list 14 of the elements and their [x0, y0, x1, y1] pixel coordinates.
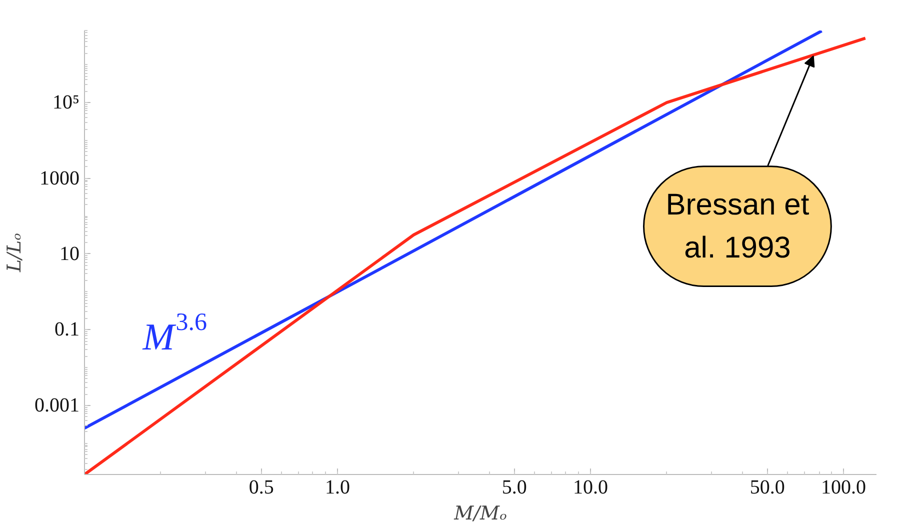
x-tick-label: 100.0 — [821, 476, 866, 498]
x-axis-title: M/Mₒ — [453, 502, 507, 524]
x-tick-label: 5.0 — [502, 476, 527, 498]
annotation: Bressan et al. 1993 — [666, 188, 810, 264]
x-tick-label: 0.5 — [248, 476, 274, 498]
y-tick-label: 0.001 — [34, 394, 80, 416]
x-tick-label: 1.0 — [325, 476, 350, 498]
x-tick-label: 10.0 — [573, 476, 608, 498]
y-axis-title: L/Lₒ — [4, 233, 26, 273]
y-tick-label: 10 — [60, 243, 80, 265]
y-tick-label: 10⁵ — [52, 92, 80, 114]
y-tick-label: 0.1 — [54, 318, 80, 341]
x-tick-label: 50.0 — [750, 476, 785, 498]
y-tick-label: 1000 — [40, 167, 80, 190]
